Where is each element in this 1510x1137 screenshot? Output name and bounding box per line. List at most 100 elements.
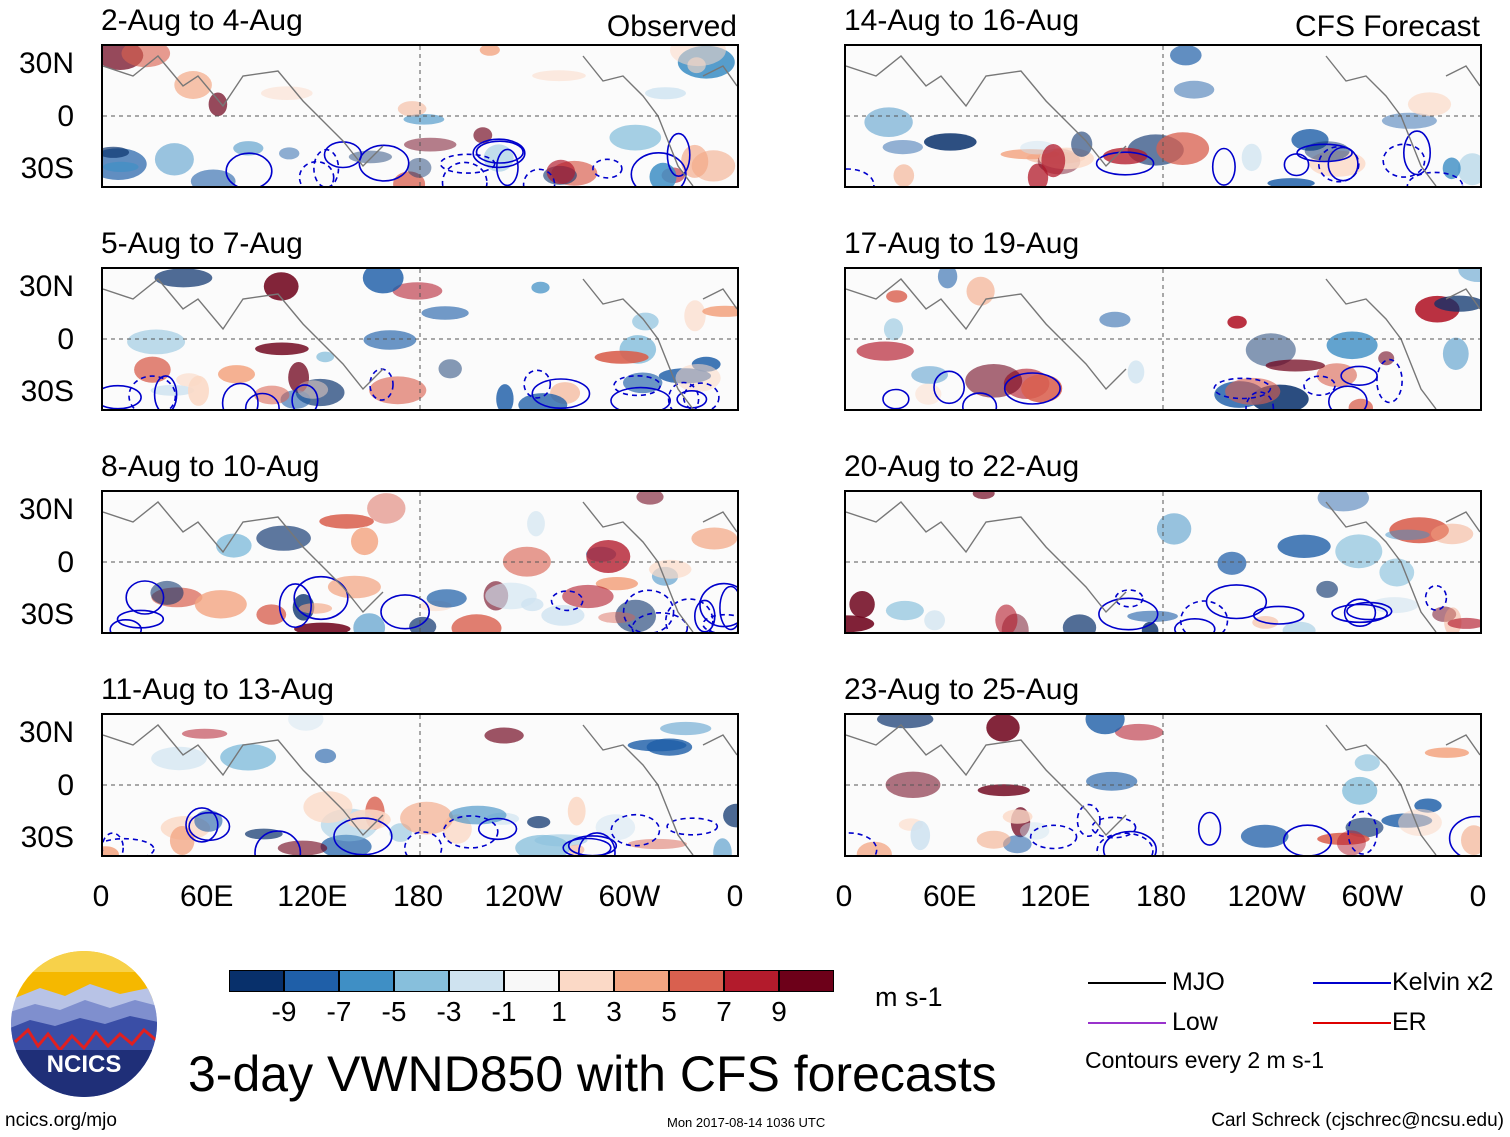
kelvin-contour	[1211, 147, 1236, 186]
kelvin-contour	[1205, 584, 1268, 620]
anomaly-blob	[484, 727, 524, 744]
kelvin-contour	[1197, 811, 1222, 846]
anomaly-blob	[1085, 715, 1125, 735]
anomaly-field	[846, 269, 1480, 409]
anomaly-blob	[407, 157, 432, 178]
anomaly-blob	[1267, 178, 1315, 186]
panel-title: 14-Aug to 16-Aug	[844, 4, 1080, 37]
kelvin-contour	[103, 837, 155, 855]
kelvin-contour	[1347, 810, 1378, 855]
lon-label: 60E	[922, 880, 977, 913]
kelvin-contour	[522, 168, 556, 186]
anomaly-blob	[1447, 617, 1480, 629]
kelvin-contour	[1448, 815, 1480, 855]
footer-url[interactable]: ncics.org/mjo	[5, 1110, 117, 1131]
anomaly-blob	[1156, 132, 1210, 165]
anomaly-blob	[1225, 377, 1281, 405]
anomaly-blob	[691, 150, 736, 182]
anomaly-blob	[885, 600, 924, 621]
kelvin-contour	[1252, 605, 1305, 625]
anomaly-blob	[1156, 513, 1192, 545]
anomaly-blob	[353, 613, 386, 632]
anomaly-blob	[154, 269, 213, 288]
anomaly-blob	[562, 584, 614, 609]
coastline	[103, 501, 737, 632]
anomaly-blob	[254, 385, 290, 405]
anomaly-blob	[864, 107, 913, 137]
kelvin-contour	[1102, 830, 1157, 855]
anomaly-blob	[351, 527, 379, 556]
panel-title: 2-Aug to 4-Aug	[101, 4, 303, 37]
anomaly-blob	[1370, 597, 1419, 614]
kelvin-contour	[153, 375, 178, 409]
coastline	[846, 278, 1480, 409]
colorbar-tick-label: -9	[271, 996, 297, 1027]
anomaly-blob	[910, 820, 931, 851]
anomaly-blob	[485, 582, 537, 610]
anomaly-blob	[346, 809, 391, 830]
anomaly-blob	[174, 71, 212, 99]
anomaly-blob	[546, 159, 576, 184]
colorbar-swatch	[669, 970, 724, 992]
kelvin-contour	[472, 138, 526, 169]
anomaly-blob	[675, 364, 721, 392]
anomaly-blob	[886, 290, 908, 303]
anomaly-blob	[409, 616, 437, 632]
anomaly-blob	[691, 527, 737, 550]
kelvin-contour	[933, 370, 966, 405]
lon-label: 60E	[179, 880, 234, 913]
anomaly-blob	[702, 305, 737, 317]
anomaly-blob	[1434, 295, 1480, 312]
kelvin-contour	[1283, 153, 1310, 177]
anomaly-blob	[261, 86, 313, 100]
anomaly-blob	[1316, 580, 1338, 598]
anomaly-blob	[473, 127, 493, 144]
anomaly-blob	[1127, 360, 1145, 384]
coastline	[846, 501, 1480, 632]
kelvin-contour	[477, 817, 518, 841]
anomaly-blob	[595, 577, 638, 591]
anomaly-blob	[263, 272, 299, 301]
kelvin-contour	[380, 594, 431, 630]
ncics-logo: NCICS	[10, 950, 158, 1098]
kelvin-contour	[613, 374, 661, 397]
kelvin-contour	[523, 369, 552, 399]
anomaly-blob	[1461, 825, 1480, 855]
kelvin-contour	[962, 392, 998, 409]
anomaly-blob	[327, 575, 381, 599]
anomaly-blob	[1379, 558, 1415, 587]
colorbar-swatch	[614, 970, 669, 992]
anomaly-blob	[188, 375, 209, 406]
colorbar-swatch	[779, 970, 834, 992]
colorbar-swatch	[394, 970, 449, 992]
kelvin-contour	[293, 575, 349, 621]
anomaly-blob	[1170, 46, 1202, 66]
kelvin-contour	[358, 144, 410, 182]
legend-label-er: ER	[1392, 1008, 1427, 1036]
colorbar-tick-label: 5	[661, 996, 677, 1027]
anomaly-blob	[966, 276, 995, 306]
kelvin-contour	[496, 148, 519, 186]
anomaly-blob	[1265, 359, 1325, 372]
kelvin-contour	[244, 392, 280, 409]
kelvin-contour	[1213, 377, 1272, 400]
anomaly-blob	[1326, 331, 1378, 360]
anomaly-blob	[1335, 534, 1383, 569]
coastline	[846, 724, 1480, 855]
kelvin-contour	[630, 152, 687, 186]
anomaly-blob	[1071, 131, 1093, 157]
anomaly-blob	[924, 610, 945, 631]
anomaly-blob	[103, 161, 139, 172]
kelvin-contour	[475, 140, 524, 164]
kelvin-contour	[185, 807, 219, 843]
anomaly-blob	[1348, 398, 1373, 409]
kelvin-contour	[578, 832, 616, 855]
anomaly-blob	[1002, 809, 1033, 824]
lon-label: 120W	[1227, 880, 1306, 913]
anomaly-blob	[403, 114, 445, 125]
anomaly-blob	[103, 846, 119, 855]
colorbar-swatch	[339, 970, 394, 992]
anomaly-blob	[1041, 144, 1066, 178]
anomaly-blob	[893, 164, 915, 186]
kelvin-contour	[667, 381, 700, 409]
